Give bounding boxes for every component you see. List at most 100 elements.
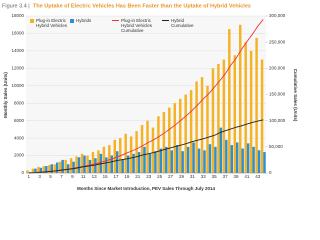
x-tick-label: 15: [103, 174, 109, 179]
bar: [206, 85, 209, 173]
y-tick-label: 0: [21, 170, 24, 175]
bar: [260, 59, 264, 173]
bar: [83, 155, 86, 173]
bar: [126, 155, 130, 173]
bar: [94, 158, 97, 173]
bar: [219, 127, 223, 173]
bar: [192, 142, 195, 173]
bar: [50, 164, 53, 173]
legend-item: Hybrid Cumulative: [162, 18, 202, 28]
bar: [203, 150, 206, 173]
bar: [91, 152, 95, 173]
bar: [222, 59, 226, 173]
x-tick-label: 13: [92, 174, 98, 179]
bar: [26, 170, 29, 173]
x-tick-label: 3: [38, 174, 41, 179]
bar: [159, 148, 163, 173]
bar: [189, 90, 193, 173]
bar: [217, 63, 220, 173]
x-tick-label: 31: [190, 174, 196, 179]
bar: [137, 152, 141, 173]
bar: [61, 159, 64, 173]
legend-label: Hybrids: [76, 18, 92, 23]
figure-label: Figure 3.4 |: [2, 3, 30, 9]
bar: [88, 159, 92, 173]
bar: [179, 98, 182, 173]
bar: [168, 107, 171, 173]
page: Figure 3.4 | The Uptake of Electric Vehi…: [2, 3, 298, 191]
bar: [162, 111, 166, 173]
x-tick-label: 43: [255, 174, 261, 179]
x-tick-label: 23: [146, 174, 152, 179]
y2-tick-label: 100,000: [269, 118, 286, 123]
bar: [39, 167, 43, 173]
x-tick-label: 11: [81, 174, 86, 179]
bar: [263, 152, 266, 173]
y2-tick-label: 250,000: [269, 39, 286, 44]
chart-title: The Uptake of Electric Vehicles Has Been…: [33, 3, 251, 9]
y-tick-label: 2000: [14, 153, 25, 158]
y-tick-label: 18000: [11, 13, 24, 18]
bar: [195, 81, 198, 173]
y-tick-label: 12000: [11, 66, 24, 71]
bar: [184, 94, 187, 173]
bar: [113, 139, 116, 173]
bar: [102, 146, 106, 173]
legend-swatch: [162, 20, 169, 21]
bar: [132, 153, 135, 173]
x-tick-label: 19: [124, 174, 130, 179]
y-tick-label: 14000: [11, 48, 24, 53]
y2-tick-label: 0: [269, 170, 272, 175]
legend-swatch: [70, 18, 74, 23]
bar: [116, 151, 119, 173]
bar: [69, 158, 73, 173]
line: [28, 119, 264, 174]
bar: [197, 148, 201, 173]
bar: [249, 50, 253, 174]
bar: [241, 148, 244, 173]
y2-tick-label: 200,000: [269, 66, 286, 71]
bar: [80, 153, 84, 173]
x-tick-label: 9: [71, 174, 74, 179]
bar: [246, 143, 250, 173]
bar: [140, 125, 144, 173]
bar: [228, 29, 231, 174]
bar: [173, 103, 176, 173]
legend-swatch: [112, 20, 119, 21]
bar: [151, 127, 155, 173]
legend-label: Plug-in Electric Hybrid Vehicles Cumulat…: [121, 18, 153, 33]
x-tick-label: 17: [113, 174, 119, 179]
bar: [170, 150, 173, 173]
x-tick-label: 25: [157, 174, 163, 179]
x-tick-label: 35: [212, 174, 218, 179]
bar: [135, 131, 138, 173]
bar: [176, 145, 179, 173]
x-tick-label: 21: [135, 174, 141, 179]
legend-label: Plug-in Electric Hybrid Vehicles: [36, 18, 68, 28]
bar: [239, 24, 242, 173]
y2-tick-label: 300,000: [269, 13, 286, 18]
bar: [200, 77, 204, 173]
bar: [110, 155, 113, 173]
bar: [208, 144, 212, 173]
y2-axis-label: Cumulative Sales (Units): [293, 69, 298, 122]
x-tick-label: 41: [244, 174, 250, 179]
bar: [56, 162, 59, 173]
legend-item: Hybrids: [70, 18, 100, 23]
bar: [64, 159, 67, 173]
y-tick-label: 4000: [14, 135, 25, 140]
bar: [157, 116, 160, 173]
legend-label: Hybrid Cumulative: [171, 18, 194, 28]
x-tick-label: 29: [179, 174, 185, 179]
bar: [72, 161, 75, 173]
x-axis-label: Months Since Market Introduction, PEV Sa…: [77, 186, 216, 191]
bar: [230, 145, 233, 173]
bar: [181, 151, 184, 173]
bar: [244, 42, 247, 173]
x-tick-label: 7: [60, 174, 63, 179]
bar: [121, 159, 124, 173]
bar: [143, 146, 146, 173]
legend-item: Plug-in Electric Hybrid Vehicles: [30, 18, 74, 28]
bar: [48, 165, 51, 173]
legend-item: Plug-in Electric Hybrid Vehicles Cumulat…: [112, 18, 158, 33]
